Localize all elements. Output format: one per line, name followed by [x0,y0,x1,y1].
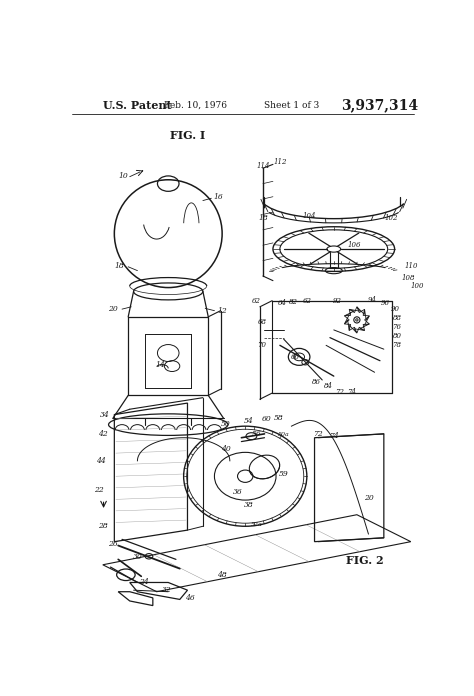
Text: 42: 42 [98,430,108,438]
Text: 62: 62 [252,297,261,306]
Text: 84: 84 [324,382,333,390]
Text: 36: 36 [233,488,242,496]
Text: 92: 92 [333,296,342,305]
Text: 59: 59 [279,470,289,478]
Text: Sheet 1 of 3: Sheet 1 of 3 [264,101,319,109]
Text: 90: 90 [391,305,400,313]
Text: 44: 44 [96,457,106,465]
Text: 100: 100 [410,282,424,290]
Text: 68: 68 [258,318,267,326]
Text: 32: 32 [162,586,172,594]
Text: 76: 76 [392,323,401,331]
Text: 102: 102 [385,214,398,222]
Text: 56: 56 [252,430,262,438]
Text: 106: 106 [348,242,361,249]
Text: 30: 30 [133,553,142,561]
Text: 82: 82 [289,298,298,306]
Text: 28: 28 [98,522,108,530]
Text: 74: 74 [347,388,356,395]
Text: 70: 70 [257,341,266,349]
Text: 40: 40 [221,445,231,453]
Text: Feb. 10, 1976: Feb. 10, 1976 [164,101,227,109]
Text: 62: 62 [302,296,311,305]
Text: 108: 108 [402,274,415,282]
Text: 20: 20 [108,305,118,313]
Text: 72: 72 [336,388,345,395]
Text: 78: 78 [392,341,401,349]
Text: 104: 104 [302,212,316,220]
Text: 26: 26 [108,540,118,548]
Text: 3,937,314: 3,937,314 [341,98,419,112]
Text: 80: 80 [392,332,401,340]
Text: 60: 60 [262,416,272,423]
Text: 96: 96 [381,299,390,307]
Text: 54: 54 [244,417,254,425]
Text: 38: 38 [244,502,254,509]
Text: U.S. Patent: U.S. Patent [103,100,172,111]
Text: 12: 12 [217,307,227,315]
Text: 72: 72 [313,430,323,438]
Text: 34: 34 [100,411,109,418]
Text: 86: 86 [312,379,321,386]
Text: 24: 24 [139,578,148,587]
Text: FIG. I: FIG. I [170,130,205,141]
Text: FIG. 2: FIG. 2 [346,555,383,567]
Text: 110: 110 [404,262,418,270]
Text: 46: 46 [185,594,195,602]
Text: 18: 18 [114,262,124,270]
Text: 10: 10 [118,172,128,180]
Text: 94: 94 [368,296,377,304]
Text: 48: 48 [217,571,227,579]
Text: 58: 58 [273,415,283,422]
Text: 20: 20 [364,493,374,502]
Text: 66: 66 [291,353,300,361]
Text: 16: 16 [213,193,223,201]
Text: 50a: 50a [278,432,290,437]
Text: 18: 18 [259,214,269,222]
Text: 74: 74 [329,432,338,440]
Text: 88: 88 [392,315,401,322]
Text: 50: 50 [221,420,231,428]
Text: 14: 14 [155,361,165,369]
Text: 112: 112 [273,158,287,166]
Text: 22: 22 [94,486,104,494]
Text: 114: 114 [257,162,271,170]
Text: 52a: 52a [251,522,263,528]
Text: 64: 64 [278,299,287,307]
